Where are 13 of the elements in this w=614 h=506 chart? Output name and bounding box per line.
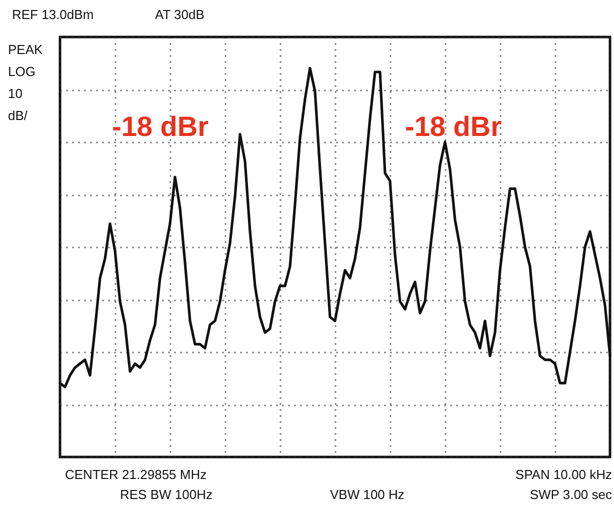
text: SWP 3.00 sec [530,487,612,502]
text: LOG [8,64,36,79]
text: RES BW 100Hz [120,487,212,502]
text: REF 13.0dBm [12,7,94,22]
text: AT 30dB [155,7,204,22]
text: dB/ [8,108,28,123]
text: SPAN 10.00 kHz [515,467,612,482]
annotation: -18 dBr [405,111,502,142]
text: PEAK [8,42,44,57]
text: VBW 100 Hz [330,487,404,502]
text: CENTER 21.29855 MHz [65,467,207,482]
text: 10 [8,86,22,101]
annotation: -18 dBr [112,111,209,142]
